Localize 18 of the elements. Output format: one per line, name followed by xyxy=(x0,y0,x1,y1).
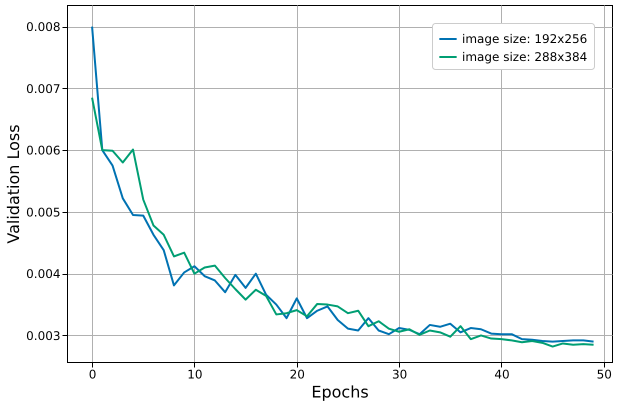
x-tick-label: 10 xyxy=(187,368,203,382)
legend-label: image size: 288x384 xyxy=(462,50,588,64)
line-series xyxy=(91,26,595,343)
x-tick-label: 50 xyxy=(596,368,612,382)
y-tick-label: 0.006 xyxy=(26,144,60,158)
y-axis-title: Validation Loss xyxy=(4,124,24,244)
x-tick-label: 0 xyxy=(88,368,96,382)
y-tick-label: 0.003 xyxy=(26,328,60,343)
x-axis-title: Epochs xyxy=(311,382,369,402)
y-tick-label: 0.004 xyxy=(26,267,60,282)
y-tick-label: 0.007 xyxy=(26,82,60,96)
x-tick-label: 40 xyxy=(494,368,510,382)
legend-label: image size: 192x256 xyxy=(462,32,588,46)
x-tick-label: 30 xyxy=(392,368,408,382)
line-series xyxy=(91,96,595,348)
x-tick-label: 20 xyxy=(290,368,305,382)
y-tick-label: 0.005 xyxy=(26,205,60,220)
y-tick-label: 0.008 xyxy=(26,20,60,34)
